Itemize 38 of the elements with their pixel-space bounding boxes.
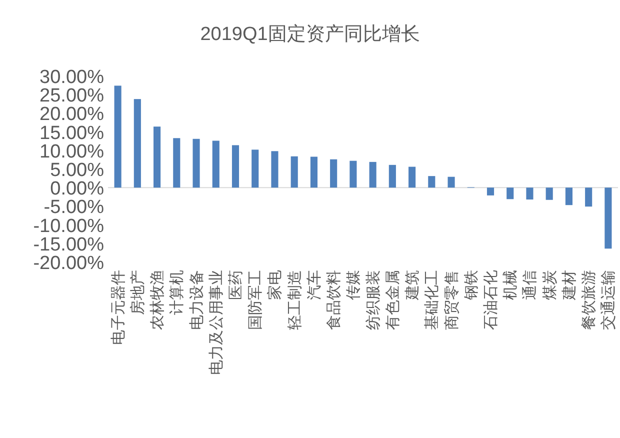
y-tick-label: 15.00% [40, 122, 104, 144]
x-tick-label: 医药 [228, 270, 244, 300]
y-tick-label: 20.00% [40, 104, 104, 126]
x-tick-label: 电力设备 [188, 270, 206, 330]
y-tick-label: 0.00% [50, 178, 104, 200]
x-tick-label: 房地产 [129, 270, 146, 315]
y-tick-label: -20.00% [33, 253, 104, 274]
x-tick-label: 煤炭 [541, 270, 558, 300]
x-tick-label: 机械 [502, 270, 520, 300]
y-tick-label: -15.00% [33, 234, 104, 256]
x-tick-label: 商贸零售 [443, 270, 460, 330]
x-tick-label: 食品饮料 [326, 270, 343, 330]
x-tick-label: 石油石化 [482, 270, 500, 330]
y-tick-label: 10.00% [40, 141, 104, 162]
x-tick-label: 电力及公用事业 [208, 270, 225, 375]
y-tick-label: 5.00% [50, 160, 104, 181]
x-tick-label: 家电 [266, 270, 284, 300]
x-tick-label: 计算机 [168, 270, 186, 315]
x-tick-label: 通信 [522, 270, 539, 300]
y-tick-label: -5.00% [44, 197, 104, 218]
x-tick-label: 农林牧渔 [149, 270, 166, 330]
y-tick-label: 30.00% [40, 67, 104, 88]
x-tick-label: 纺织服装 [364, 270, 382, 330]
x-tick-label: 钢铁 [462, 270, 480, 301]
title: 2019Q1固定资产同比增长 [200, 24, 420, 45]
x-tick-label: 交通运输 [600, 270, 618, 330]
x-tick-label: 国防军工 [247, 270, 264, 330]
y-tick-label: -10.00% [33, 216, 104, 237]
x-tick-label: 餐饮旅游 [580, 270, 598, 330]
x-tick-label: 有色金属 [384, 270, 402, 330]
y-tick-label: 25.00% [40, 86, 104, 107]
x-tick-label: 建材 [560, 270, 578, 301]
x-tick-label: 电子元器件 [110, 270, 127, 345]
x-tick-label: 建筑 [404, 270, 422, 301]
x-tick-label: 轻工制造 [286, 270, 304, 330]
x-tick-label: 基础化工 [424, 270, 441, 330]
x-tick-label: 传媒 [345, 270, 362, 300]
x-tick-label: 汽车 [306, 270, 323, 300]
